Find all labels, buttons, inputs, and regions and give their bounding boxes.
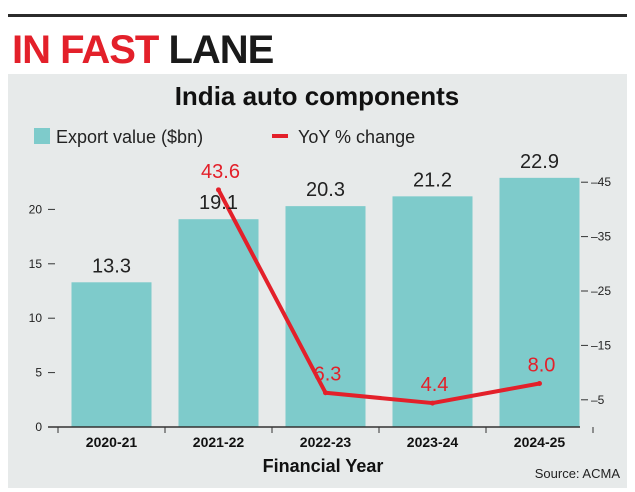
bar-value-label: 21.2: [413, 169, 452, 191]
left-tick-label: 15: [29, 257, 43, 271]
source-note: Source: ACMA: [535, 466, 621, 481]
headline-black: LANE: [168, 28, 274, 72]
x-tick-label: 2023-24: [407, 434, 459, 450]
legend-bar-swatch: [34, 128, 50, 144]
legend-line-swatch: [272, 134, 288, 138]
x-tick-label: 2022-23: [300, 434, 352, 450]
yoy-point: [537, 380, 542, 386]
bar-value-label: 13.3: [92, 255, 131, 277]
left-tick-label: 10: [29, 311, 43, 325]
x-tick-label: 2020-21: [86, 434, 138, 450]
headline-red: IN FAST: [12, 28, 159, 72]
right-tick-label: –45: [591, 175, 611, 189]
right-tick-label: –15: [591, 338, 611, 352]
yoy-point: [216, 187, 221, 193]
yoy-value-label: 6.3: [314, 364, 342, 386]
yoy-value-label: 4.4: [421, 374, 449, 396]
yoy-value-label: 43.6: [201, 161, 240, 183]
legend-bar-label: Export value ($bn): [56, 127, 203, 147]
right-tick-label: –5: [591, 393, 605, 407]
left-tick-label: 5: [35, 366, 42, 380]
chart-title: India auto components: [175, 81, 460, 111]
x-tick-label: 2024-25: [514, 434, 566, 450]
legend-line-label: YoY % change: [298, 127, 415, 147]
bar-2020-21: [71, 282, 152, 427]
right-tick-label: –35: [591, 230, 611, 244]
yoy-value-label: 8.0: [528, 354, 556, 376]
bar-value-label: 22.9: [520, 151, 559, 173]
yoy-line: [216, 187, 542, 406]
bar-value-label: 19.1: [199, 192, 238, 214]
left-tick-label: 20: [29, 202, 43, 216]
bar-2023-24: [392, 196, 473, 427]
bar-value-label: 20.3: [306, 179, 345, 201]
yoy-point: [430, 400, 435, 406]
top-rule: [8, 14, 627, 17]
right-tick-label: –25: [591, 284, 611, 298]
bar-2021-22: [178, 219, 259, 427]
x-axis-title: Financial Year: [263, 456, 384, 476]
x-tick-label: 2021-22: [193, 434, 245, 450]
left-tick-label: 0: [35, 420, 42, 434]
yoy-point: [323, 390, 328, 396]
headline: IN FAST LANE: [12, 28, 274, 73]
